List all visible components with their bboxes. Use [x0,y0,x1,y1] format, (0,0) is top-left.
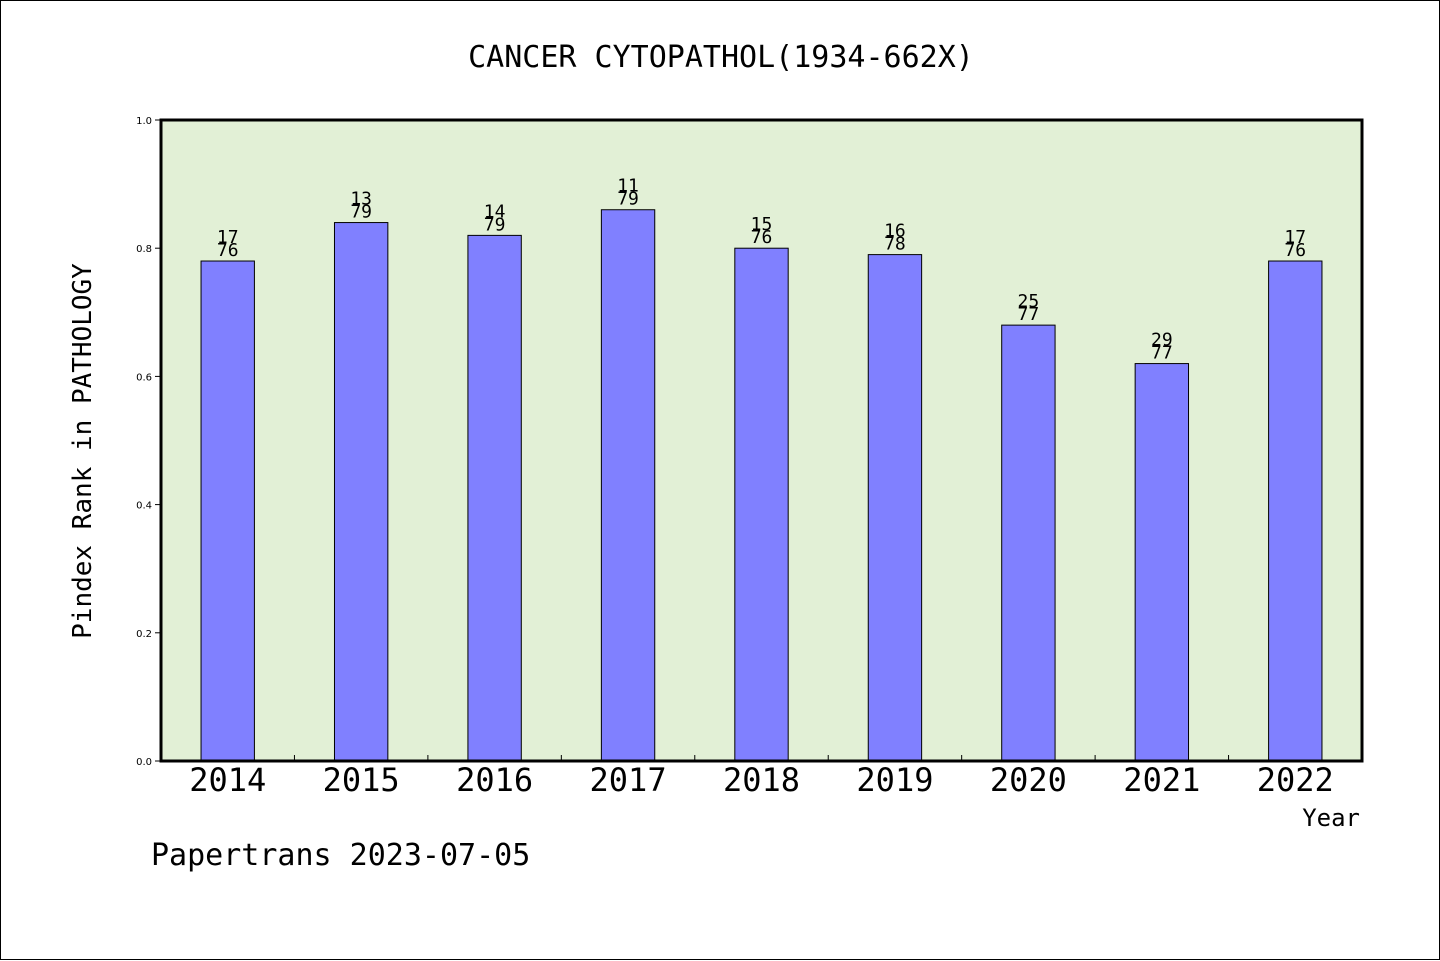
x-tick-label: 2014 [189,761,266,799]
x-tick-label: 2018 [723,761,800,799]
x-tick-label: 2020 [990,761,1067,799]
bar-label-top: 14 [484,201,506,222]
plot-border [159,118,1364,763]
bar [1134,363,1190,762]
bar-label-bottom: 77 [1151,343,1173,364]
bar-label-bottom: 79 [617,189,639,210]
bar-label-top: 25 [1018,291,1040,312]
y-tick-label: 0.0 [136,757,152,768]
chart-title: CANCER CYTOPATHOL(1934-662X) [468,40,974,75]
y-tick-label: 1.0 [136,116,152,127]
bar [200,260,255,762]
x-tick-label: 2022 [1257,761,1334,799]
bar [600,209,656,762]
bar-label-top: 15 [751,214,773,235]
bar-label-bottom: 77 [1018,304,1040,325]
bar-label-top: 16 [884,221,906,242]
x-tick-label: 2021 [1123,761,1200,799]
x-tick-label: 2019 [856,761,933,799]
bar [333,222,389,762]
bar [867,254,923,762]
x-axis-label: Year [1302,804,1360,832]
y-tick-label: 0.6 [136,372,152,383]
bar-label-top: 13 [350,189,372,210]
y-axis: 0.0 0.2 0.4 0.6 0.8 1.0 [136,116,161,768]
bar-label-top: 29 [1151,330,1173,351]
bar-label-top: 17 [1284,227,1306,248]
x-tick-label: 2016 [456,761,533,799]
bar-label-bottom: 76 [751,227,773,248]
y-tick-label: 0.4 [136,501,152,512]
bar [734,247,789,762]
x-tick-label: 2015 [323,761,400,799]
bar-label-bottom: 78 [884,234,906,255]
x-axis: 2014 2015 2016 2017 2018 2019 2020 2021 2022 [189,755,1334,799]
bar-label-bottom: 79 [484,214,506,235]
y-tick-label: 0.2 [136,629,152,640]
y-tick-label: 0.8 [136,244,152,255]
bar [1268,260,1323,762]
bar-label-top: 17 [217,227,239,248]
bar-label-bottom: 76 [217,240,239,261]
bar [1001,324,1056,762]
bar-label-bottom: 76 [1284,240,1306,261]
footer-credit: Papertrans 2023-07-05 [151,838,530,873]
x-tick-label: 2017 [590,761,667,799]
bar-label-top: 11 [617,176,639,197]
bar-label-bottom: 79 [350,202,372,223]
bar [467,234,522,762]
y-axis-label: Pindex Rank in PATHOLOGY [68,263,98,639]
